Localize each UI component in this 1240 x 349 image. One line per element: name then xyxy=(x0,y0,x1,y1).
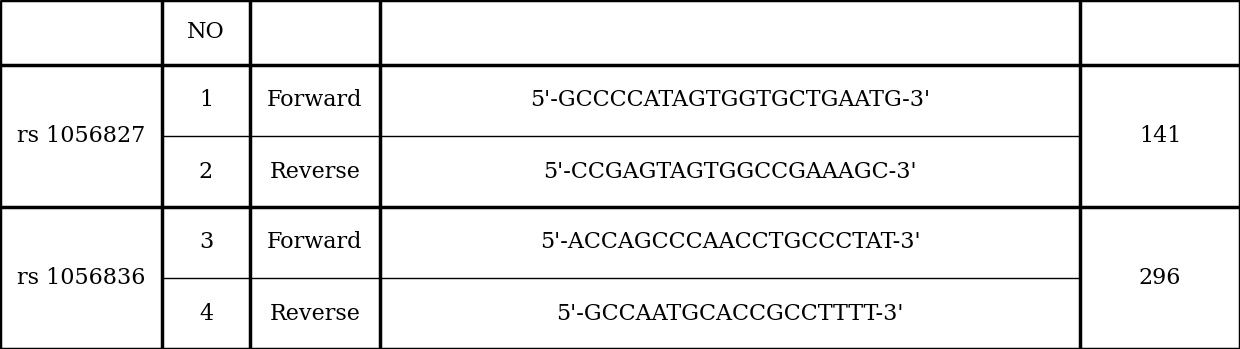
Text: NO: NO xyxy=(187,22,224,44)
Text: 5'-GCCAATGCACCGCCTTTT-3': 5'-GCCAATGCACCGCCTTTT-3' xyxy=(557,303,904,325)
Text: Reverse: Reverse xyxy=(269,303,361,325)
Text: rs 1056827: rs 1056827 xyxy=(17,125,145,147)
Text: Forward: Forward xyxy=(268,231,363,253)
Text: rs 1056836: rs 1056836 xyxy=(17,267,145,289)
Text: 5'-GCCCCATAGTGGTGCTGAATG-3': 5'-GCCCCATAGTGGTGCTGAATG-3' xyxy=(529,89,930,111)
Text: 3: 3 xyxy=(198,231,213,253)
Text: Reverse: Reverse xyxy=(269,161,361,183)
Text: 2: 2 xyxy=(198,161,213,183)
Text: 141: 141 xyxy=(1138,125,1182,147)
Text: Forward: Forward xyxy=(268,89,363,111)
Text: 4: 4 xyxy=(198,303,213,325)
Text: 296: 296 xyxy=(1138,267,1182,289)
Text: 5'-CCGAGTAGTGGCCGAAAGC-3': 5'-CCGAGTAGTGGCCGAAAGC-3' xyxy=(543,161,916,183)
Text: 5'-ACCAGCCCAACCTGCCCTAT-3': 5'-ACCAGCCCAACCTGCCCTAT-3' xyxy=(539,231,920,253)
Text: 1: 1 xyxy=(198,89,213,111)
